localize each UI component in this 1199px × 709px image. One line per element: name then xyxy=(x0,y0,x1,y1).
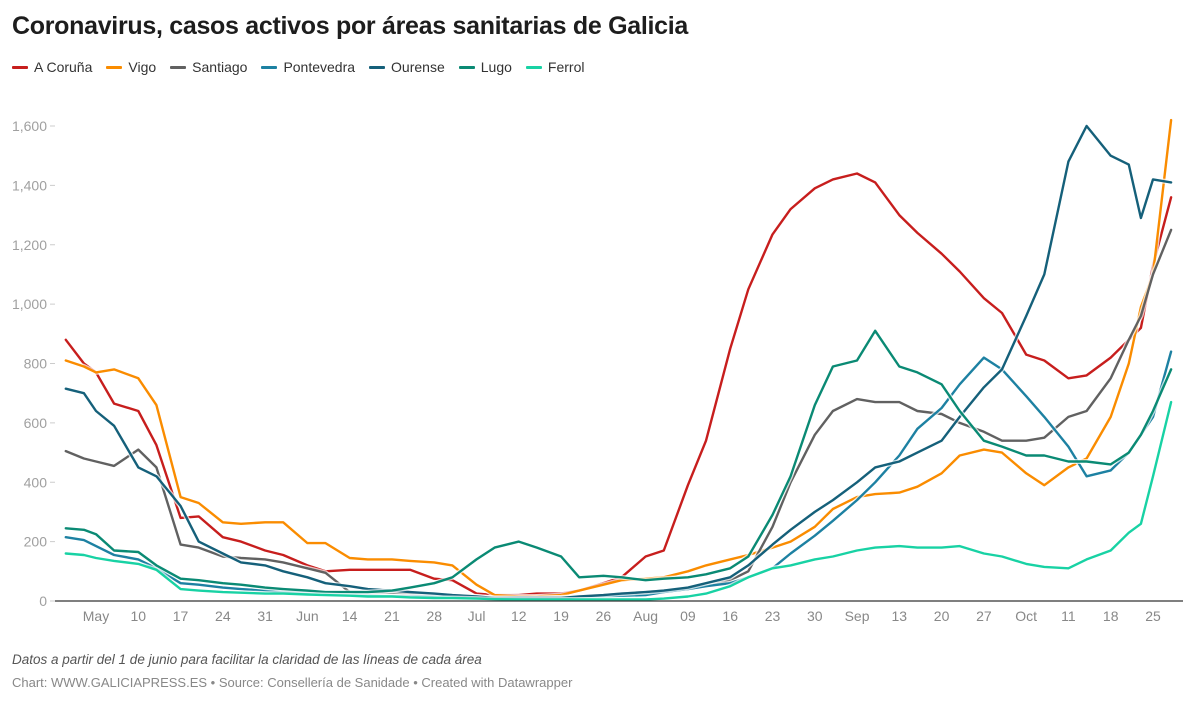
x-tick-label: 30 xyxy=(807,608,823,624)
x-tick-label: 25 xyxy=(1145,608,1161,624)
x-tick-label: Sep xyxy=(845,608,870,624)
legend-swatch xyxy=(12,65,28,69)
x-tick-label: 21 xyxy=(384,608,400,624)
legend-swatch xyxy=(458,65,475,69)
legend-item-lugo: Lugo xyxy=(458,59,512,75)
y-tick-label: 0 xyxy=(39,593,47,609)
y-tick-label: 200 xyxy=(24,534,48,550)
x-tick-label: 17 xyxy=(173,608,189,624)
x-tick-label: May xyxy=(83,608,109,624)
legend-label: Ferrol xyxy=(547,59,585,75)
y-tick-label: 1,000 xyxy=(12,296,47,312)
x-tick-label: 20 xyxy=(934,608,950,624)
series-halo-a-coru-a xyxy=(63,171,1174,598)
series-halo-santiago xyxy=(64,228,1174,601)
legend-swatch xyxy=(170,65,187,69)
series-halo-pontevedra xyxy=(65,350,1174,601)
x-tick-label: 28 xyxy=(426,608,442,624)
legend: A Coruña Vigo Santiago Pontevedra Ourens… xyxy=(12,59,584,75)
x-tick-label: 31 xyxy=(257,608,273,624)
series-line-pontevedra xyxy=(64,350,1173,600)
x-tick-label: Aug xyxy=(633,608,658,624)
x-tick-label: 14 xyxy=(342,608,358,624)
legend-label: Santiago xyxy=(192,59,248,75)
chart-note: Datos a partir del 1 de junio para facil… xyxy=(12,652,482,667)
x-tick-label: 26 xyxy=(596,608,612,624)
legend-item-ferrol: Ferrol xyxy=(525,59,585,75)
legend-item-a-coruna: A Coruña xyxy=(12,59,92,75)
legend-label: Vigo xyxy=(128,59,157,75)
legend-item-ourense: Ourense xyxy=(369,59,445,75)
legend-swatch xyxy=(369,65,386,69)
legend-item-pontevedra: Pontevedra xyxy=(261,59,355,75)
y-tick-label: 800 xyxy=(24,356,48,372)
x-tick-label: Oct xyxy=(1015,608,1037,624)
series-line-vigo xyxy=(64,118,1173,598)
y-tick-label: 400 xyxy=(24,474,48,490)
x-tick-label: 27 xyxy=(976,608,992,624)
legend-label: Pontevedra xyxy=(283,59,356,75)
y-tick-label: 1,200 xyxy=(12,237,47,253)
x-tick-label: 24 xyxy=(215,608,231,624)
series-line-santiago xyxy=(64,228,1173,600)
y-tick-label: 1,600 xyxy=(12,118,47,134)
x-tick-label: Jun xyxy=(296,608,319,624)
legend-label: Lugo xyxy=(480,59,512,75)
x-tick-label: 18 xyxy=(1103,608,1119,624)
series-halo-ferrol xyxy=(65,401,1174,602)
series-line-a-coru-a xyxy=(64,172,1173,597)
chart-credit: Chart: WWW.GALICIAPRESS.ES • Source: Con… xyxy=(12,675,573,690)
legend-item-santiago: Santiago xyxy=(170,59,247,75)
x-tick-label: Jul xyxy=(468,608,486,624)
y-tick-label: 1,400 xyxy=(12,177,47,193)
legend-label: A Coruña xyxy=(34,59,93,75)
x-tick-label: 16 xyxy=(722,608,738,624)
x-tick-label: 09 xyxy=(680,608,696,624)
x-tick-label: 10 xyxy=(130,608,146,624)
y-tick-label: 600 xyxy=(24,415,48,431)
legend-swatch xyxy=(261,65,278,69)
series-line-ourense xyxy=(64,124,1173,600)
chart-title: Coronavirus, casos activos por áreas san… xyxy=(12,12,688,40)
series-line-lugo xyxy=(64,329,1173,594)
x-tick-label: 19 xyxy=(553,608,569,624)
legend-item-vigo: Vigo xyxy=(106,59,156,75)
legend-label: Ourense xyxy=(391,59,445,75)
series-line-ferrol xyxy=(64,400,1173,601)
x-tick-label: 23 xyxy=(765,608,781,624)
legend-swatch xyxy=(106,65,123,69)
x-tick-label: 11 xyxy=(1061,608,1076,624)
x-tick-label: 12 xyxy=(511,608,527,624)
x-tick-label: 13 xyxy=(892,608,908,624)
legend-swatch xyxy=(525,65,542,69)
